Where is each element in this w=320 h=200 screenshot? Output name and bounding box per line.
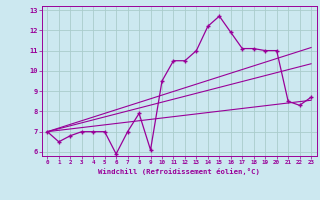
- X-axis label: Windchill (Refroidissement éolien,°C): Windchill (Refroidissement éolien,°C): [98, 168, 260, 175]
